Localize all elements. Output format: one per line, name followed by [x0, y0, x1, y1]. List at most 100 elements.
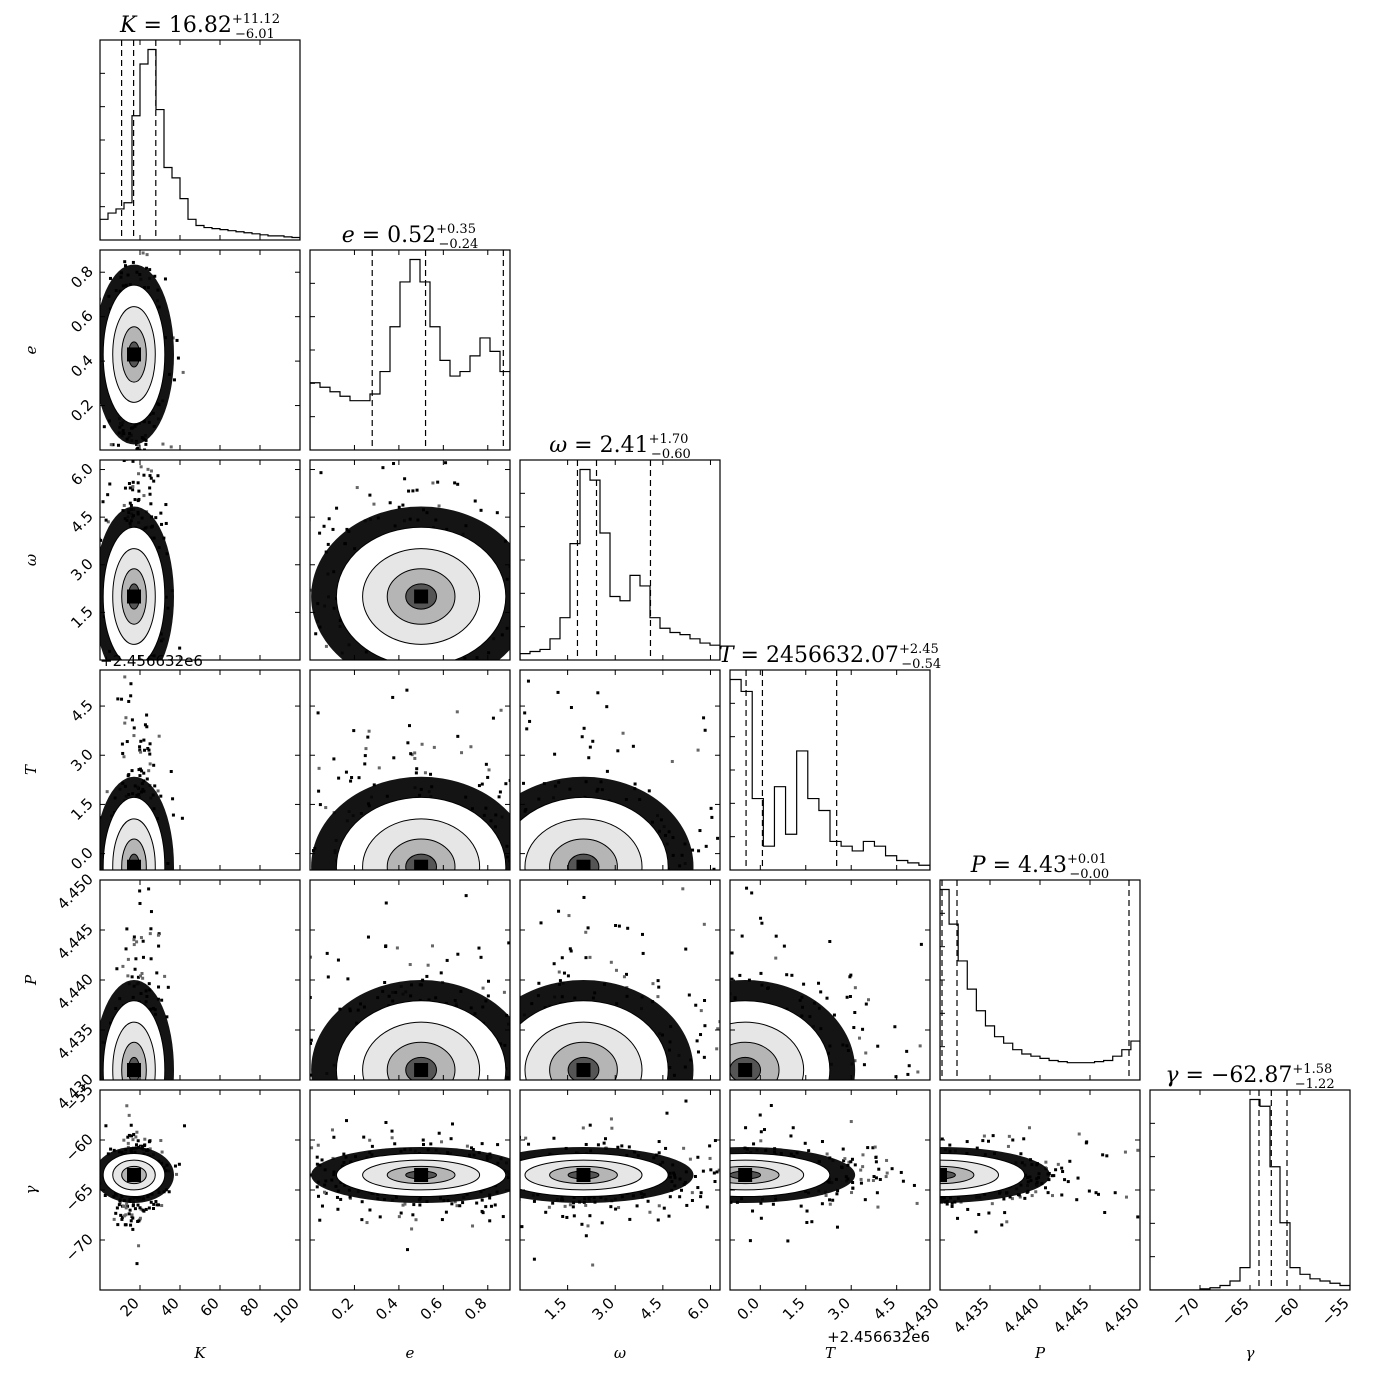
sample-point — [157, 985, 161, 989]
sample-point — [548, 615, 551, 618]
sample-point — [670, 759, 674, 763]
sample-point — [658, 872, 661, 875]
sample-point — [716, 1071, 719, 1074]
sample-point — [586, 874, 589, 877]
sample-point — [117, 466, 120, 469]
panel-K-e — [100, 194, 185, 469]
sample-point — [126, 957, 130, 961]
sample-point — [377, 1112, 380, 1115]
sample-point — [406, 772, 409, 775]
sample-point — [526, 1104, 529, 1107]
sample-point — [153, 889, 156, 892]
sample-point — [376, 1122, 379, 1125]
sample-point — [405, 1104, 408, 1107]
sample-point — [469, 1105, 472, 1108]
sample-point — [553, 752, 557, 756]
sample-point — [153, 930, 156, 933]
sample-point — [137, 1134, 140, 1137]
sample-point — [125, 451, 128, 454]
sample-point — [116, 888, 119, 891]
sample-point — [452, 955, 455, 958]
sample-point — [568, 968, 571, 971]
sample-point — [431, 672, 434, 675]
sample-point — [656, 979, 660, 983]
sample-point — [564, 962, 567, 965]
sample-point — [634, 1134, 637, 1137]
sample-point — [727, 984, 730, 987]
sample-point — [605, 873, 608, 876]
sample-point — [616, 749, 620, 753]
sample-point — [616, 1098, 619, 1101]
title-plus-omega: +1.70 — [649, 432, 689, 447]
sample-point — [419, 723, 422, 726]
sample-point — [523, 711, 527, 715]
sample-point — [166, 922, 169, 925]
sample-point — [249, 800, 252, 803]
sample-point — [506, 902, 509, 905]
sample-point — [434, 1097, 437, 1100]
sample-point — [225, 682, 228, 685]
sample-point — [316, 1103, 319, 1106]
sample-point — [114, 685, 117, 688]
sample-point — [731, 862, 734, 865]
title-eq-gamma: = −62.87 — [1179, 1063, 1293, 1088]
sample-point — [609, 960, 613, 964]
sample-point — [141, 939, 145, 943]
sample-point — [127, 773, 131, 777]
sample-point — [142, 771, 146, 775]
sample-point — [276, 809, 279, 812]
sample-point — [830, 1094, 833, 1097]
sample-point — [897, 1157, 900, 1160]
sample-point — [393, 665, 396, 668]
sample-point — [430, 944, 434, 948]
sample-point — [151, 1099, 154, 1102]
sample-point — [331, 527, 335, 531]
panel-omega-P — [405, 887, 720, 1137]
sample-point — [150, 1108, 153, 1111]
sample-point — [539, 931, 542, 934]
sample-point — [561, 559, 564, 562]
sample-point — [492, 1095, 495, 1098]
sample-point — [138, 1225, 141, 1228]
sample-point — [512, 940, 515, 943]
sample-point — [320, 1158, 324, 1162]
sample-point — [138, 876, 141, 879]
sample-point — [147, 900, 150, 903]
sample-point — [390, 883, 393, 886]
sample-point — [111, 1106, 114, 1109]
sample-point — [131, 485, 135, 489]
sample-point — [145, 943, 148, 946]
sample-point — [545, 952, 548, 955]
sample-point — [420, 927, 423, 930]
sample-point — [587, 889, 590, 892]
sample-point — [412, 889, 415, 892]
sample-point — [550, 1097, 553, 1100]
sample-point — [399, 923, 402, 926]
sample-point — [175, 338, 179, 342]
sample-point — [421, 891, 424, 894]
sample-point — [302, 943, 305, 946]
sample-point — [127, 1212, 131, 1216]
sample-point — [371, 1102, 374, 1105]
hist-step-K — [100, 48, 300, 240]
sample-point — [249, 506, 252, 509]
sample-point — [905, 1049, 909, 1053]
sample-point — [744, 1132, 747, 1135]
sample-point — [120, 1098, 123, 1101]
sample-point — [123, 1134, 126, 1137]
sample-point — [335, 506, 339, 510]
panel-K-P — [100, 876, 174, 1228]
sample-point — [140, 971, 144, 975]
sample-point — [273, 1161, 276, 1164]
sample-point — [147, 194, 150, 197]
sample-point — [205, 883, 208, 886]
sample-point — [617, 632, 620, 635]
sample-point — [295, 1120, 298, 1123]
sample-point — [132, 876, 135, 879]
sample-point — [492, 874, 495, 877]
sample-point — [504, 908, 507, 911]
sample-point — [381, 914, 384, 917]
sample-point — [125, 464, 128, 467]
sample-point — [524, 1114, 527, 1117]
sample-point — [128, 901, 131, 904]
